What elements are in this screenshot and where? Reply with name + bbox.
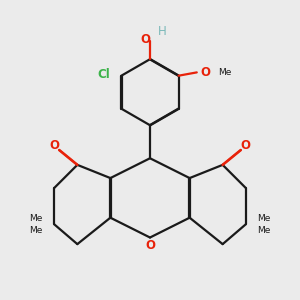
Text: O: O bbox=[145, 239, 155, 252]
Text: O: O bbox=[241, 139, 251, 152]
Text: Me: Me bbox=[218, 68, 232, 77]
Text: O: O bbox=[140, 33, 150, 46]
Text: Cl: Cl bbox=[97, 68, 110, 80]
Text: O: O bbox=[201, 66, 211, 79]
Text: O: O bbox=[49, 139, 59, 152]
Text: Me: Me bbox=[29, 214, 43, 223]
Text: Me: Me bbox=[257, 226, 271, 235]
Text: Me: Me bbox=[257, 214, 271, 223]
Text: Me: Me bbox=[29, 226, 43, 235]
Text: H: H bbox=[158, 25, 167, 38]
